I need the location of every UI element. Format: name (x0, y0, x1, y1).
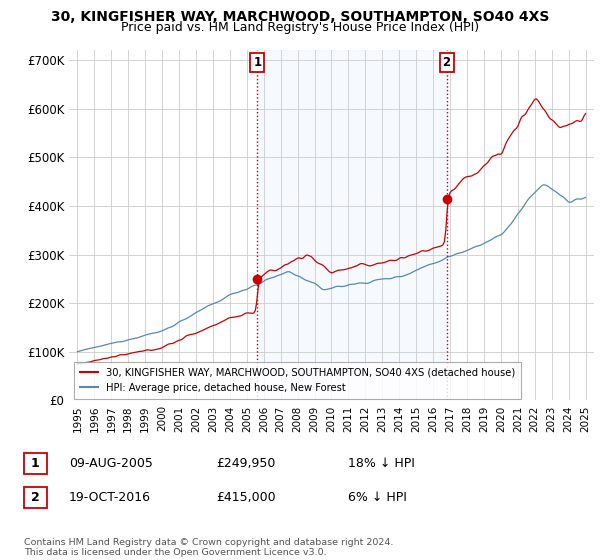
Text: 30, KINGFISHER WAY, MARCHWOOD, SOUTHAMPTON, SO40 4XS: 30, KINGFISHER WAY, MARCHWOOD, SOUTHAMPT… (51, 10, 549, 24)
Text: 18% ↓ HPI: 18% ↓ HPI (348, 457, 415, 470)
Text: 1: 1 (253, 55, 262, 69)
Text: 09-AUG-2005: 09-AUG-2005 (69, 457, 153, 470)
Text: 1: 1 (31, 457, 40, 470)
Legend: 30, KINGFISHER WAY, MARCHWOOD, SOUTHAMPTON, SO40 4XS (detached house), HPI: Aver: 30, KINGFISHER WAY, MARCHWOOD, SOUTHAMPT… (74, 362, 521, 399)
Text: £249,950: £249,950 (216, 457, 275, 470)
Text: Price paid vs. HM Land Registry's House Price Index (HPI): Price paid vs. HM Land Registry's House … (121, 21, 479, 34)
Text: 19-OCT-2016: 19-OCT-2016 (69, 491, 151, 504)
Text: 2: 2 (443, 55, 451, 69)
Text: 6% ↓ HPI: 6% ↓ HPI (348, 491, 407, 504)
Text: Contains HM Land Registry data © Crown copyright and database right 2024.
This d: Contains HM Land Registry data © Crown c… (24, 538, 394, 557)
Text: 2: 2 (31, 491, 40, 504)
Bar (257, 50, 446, 400)
Text: £415,000: £415,000 (216, 491, 275, 504)
